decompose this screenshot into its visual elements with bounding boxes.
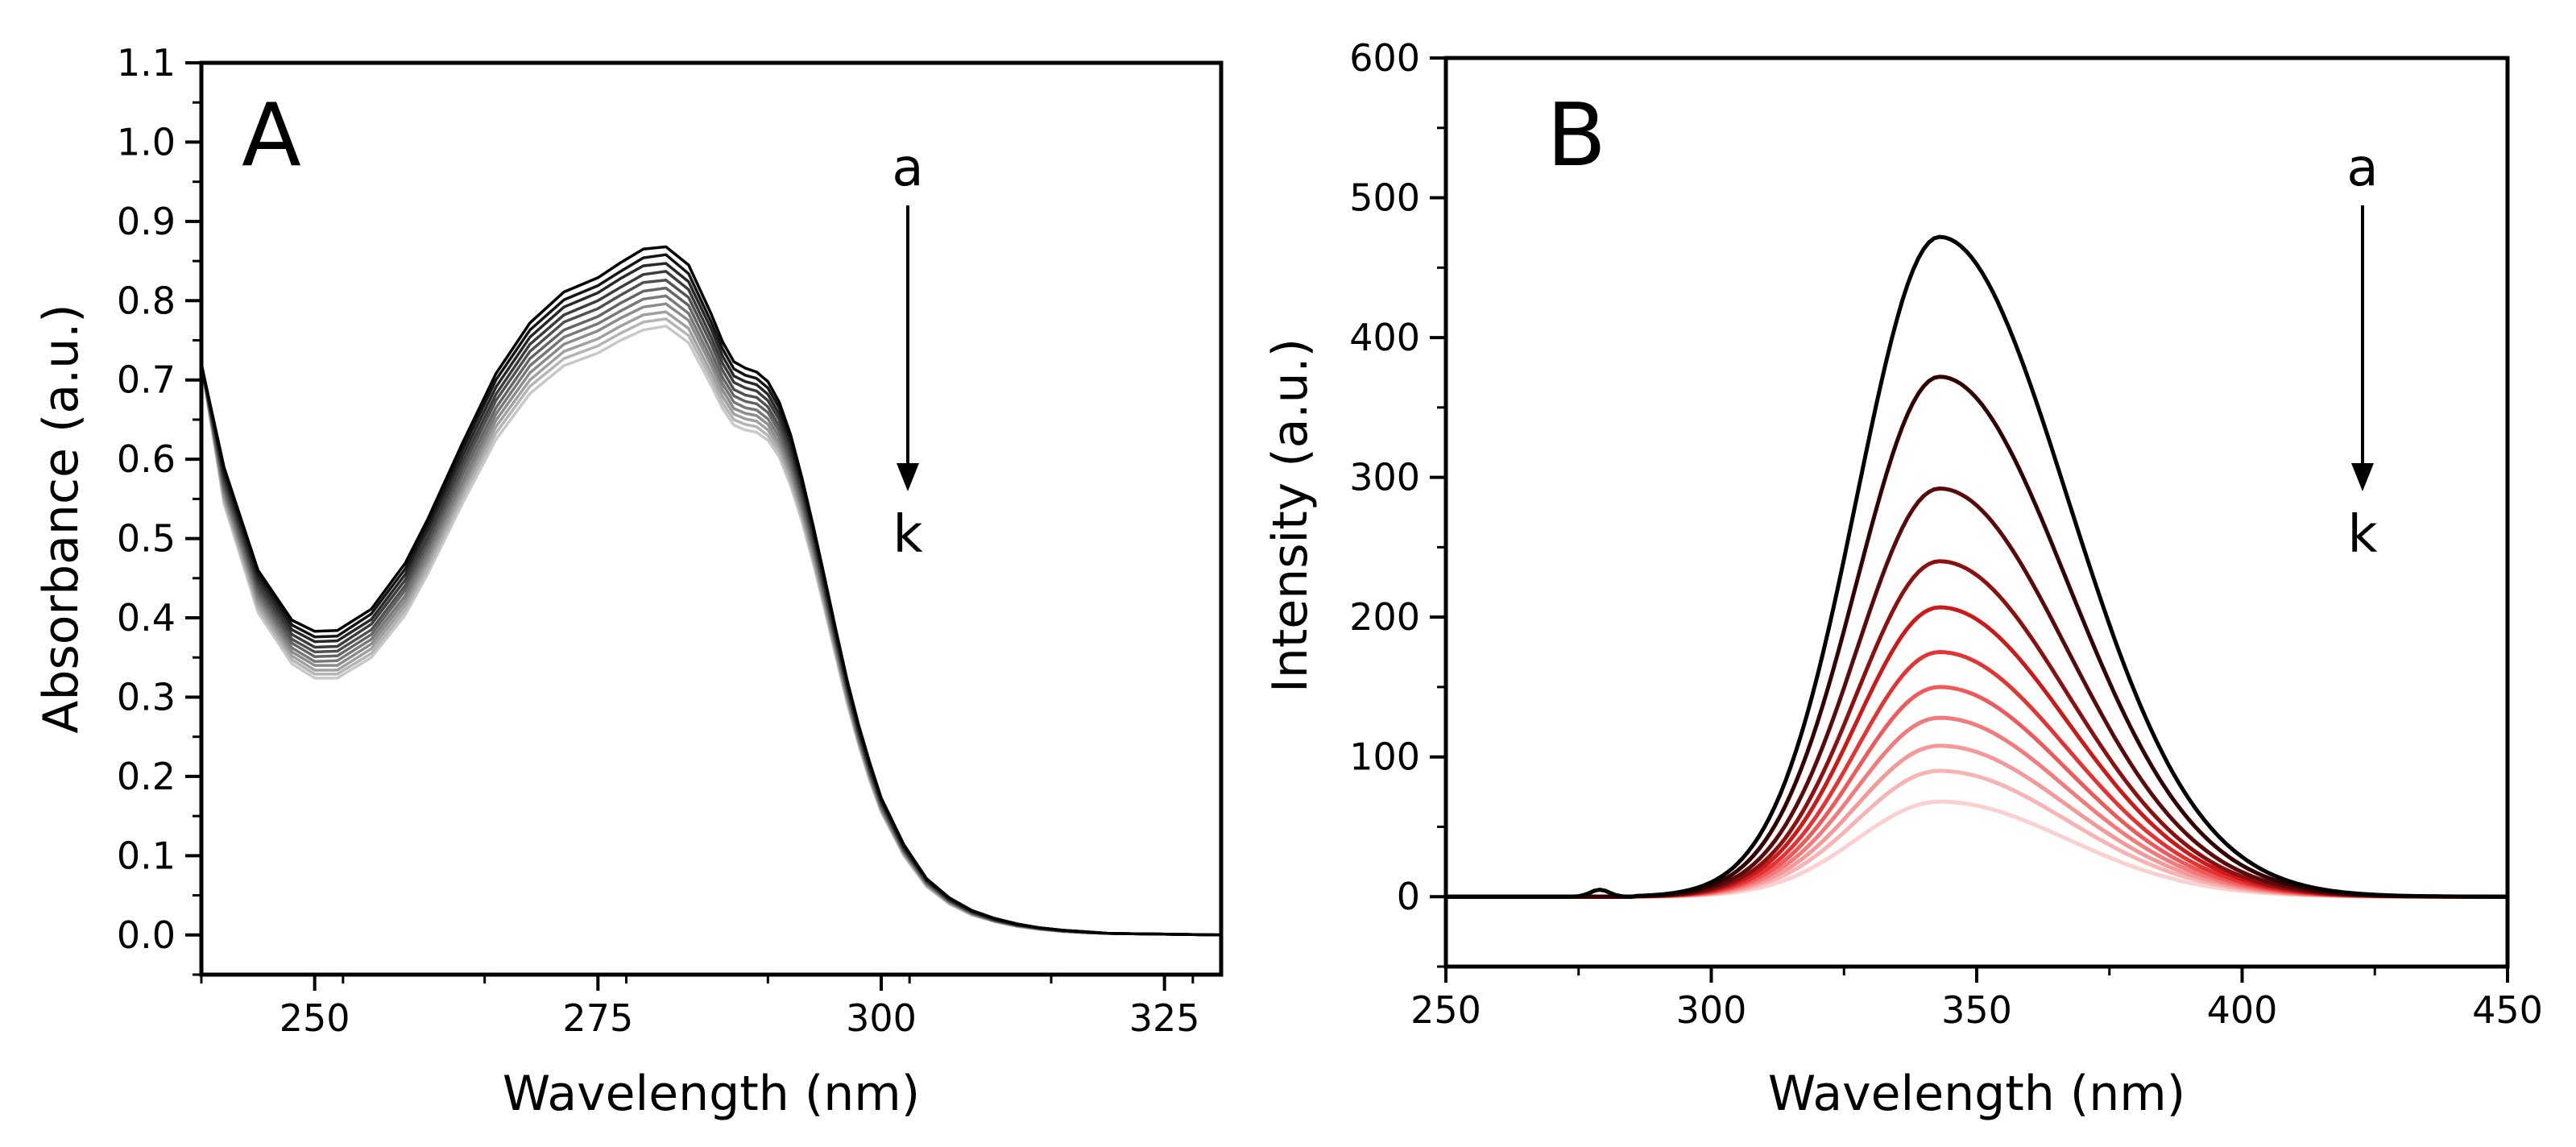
panel-b-y-axis-title: Intensity (a.u.) [1262, 338, 1319, 693]
panel-b-series-a [1446, 234, 2508, 899]
panel-b-series-i [1446, 743, 2508, 899]
panel-b-x-tick-label-450: 450 [2472, 988, 2543, 1032]
panel-a-x-tick-label-325: 325 [1129, 996, 1200, 1040]
panel-b-y-tick-label-200: 200 [1349, 595, 1420, 639]
panel-b-series-b [1446, 375, 2508, 899]
panel-b-trend-arrow: a k [2346, 139, 2378, 565]
panel-b-series-k [1446, 799, 2508, 899]
panel-b-y-ticks: 0 100 200 300 400 500 600 [1349, 36, 1446, 968]
panel-a-y-ticks: 0.0 0.1 0.2 0.3 0.4 0.5 0.6 0.7 0.8 0.9 1.0 1.1 [117, 41, 201, 976]
panel-b-intensity-chart: 250 300 350 400 450 0 100 200 300 400 500 600 B Wa… [1262, 36, 2543, 1122]
panel-b-x-tick-label-300: 300 [1676, 988, 1747, 1032]
panel-a-y-tick-label-0.7: 0.7 [117, 358, 176, 402]
panel-a-absorbance-chart: 250 275 300 325 0.0 0.1 0.2 0.3 0.4 0.5 0.6 0.7 0.8… [33, 41, 1224, 1122]
panel-a-y-axis-title: Absorbance (a.u.) [33, 304, 89, 733]
panel-a-y-tick-label-0.2: 0.2 [117, 755, 176, 798]
panel-b-x-tick-label-400: 400 [2207, 988, 2278, 1032]
panel-a-arrow-head [897, 463, 919, 491]
panel-a-curves [200, 245, 1222, 937]
panel-b-y-tick-label-0: 0 [1397, 875, 1420, 918]
panel-b-series-d [1446, 559, 2508, 899]
panel-b-arrow-end-label: k [2347, 505, 2377, 565]
panel-a-x-tick-label-275: 275 [562, 996, 633, 1040]
panel-a-series-j [200, 317, 1222, 937]
panel-a-y-tick-label-0.9: 0.9 [117, 200, 176, 243]
panel-a-y-tick-label-0.1: 0.1 [117, 834, 176, 877]
panel-a-y-tick-label-0.4: 0.4 [117, 596, 176, 640]
panel-a-series-a [200, 245, 1222, 937]
panel-b-y-tick-label-100: 100 [1349, 735, 1420, 779]
panel-a-x-tick-label-300: 300 [846, 996, 917, 1040]
panel-b-x-ticks: 250 300 350 400 450 [1410, 967, 2543, 1032]
panel-b-y-tick-label-500: 500 [1349, 176, 1420, 220]
panel-a-trend-arrow: a k [892, 139, 923, 565]
panel-b-letter: B [1547, 85, 1606, 186]
panel-a-y-tick-label-0.0: 0.0 [117, 913, 176, 957]
panel-b-y-tick-label-600: 600 [1349, 36, 1420, 80]
panel-a-plot-frame [199, 60, 1224, 977]
panel-b-series-g [1446, 685, 2508, 899]
panel-b-curves [1446, 234, 2508, 899]
panel-a-series-g [200, 294, 1222, 937]
panel-b-y-tick-label-400: 400 [1349, 316, 1420, 359]
panel-b-arrow-head [2351, 463, 2374, 491]
panel-a-x-ticks: 250 275 300 325 [200, 975, 1200, 1040]
panel-a-x-axis-title: Wavelength (nm) [503, 1066, 920, 1122]
panel-a-arrow-end-label: k [892, 505, 922, 565]
panel-b-x-tick-label-250: 250 [1410, 988, 1481, 1032]
panel-a-y-tick-label-0.8: 0.8 [117, 279, 176, 322]
panel-a-arrow-start-label: a [892, 139, 923, 198]
panel-a-x-tick-label-250: 250 [280, 996, 350, 1040]
panel-a-y-tick-label-0.6: 0.6 [117, 437, 176, 481]
panel-b-arrow-start-label: a [2346, 139, 2378, 198]
panel-a-y-tick-label-0.3: 0.3 [117, 675, 176, 718]
panel-a-y-tick-label-1.0: 1.0 [117, 120, 176, 164]
panel-a-y-tick-label-1.1: 1.1 [117, 41, 176, 85]
panel-b-x-axis-title: Wavelength (nm) [1768, 1066, 2185, 1122]
panel-a-y-tick-label-0.5: 0.5 [117, 517, 176, 561]
panel-a-letter: A [242, 85, 301, 186]
panel-b-series-j [1446, 768, 2508, 899]
panel-b-y-tick-label-300: 300 [1349, 456, 1420, 499]
panel-b-x-tick-label-350: 350 [1941, 988, 2012, 1032]
